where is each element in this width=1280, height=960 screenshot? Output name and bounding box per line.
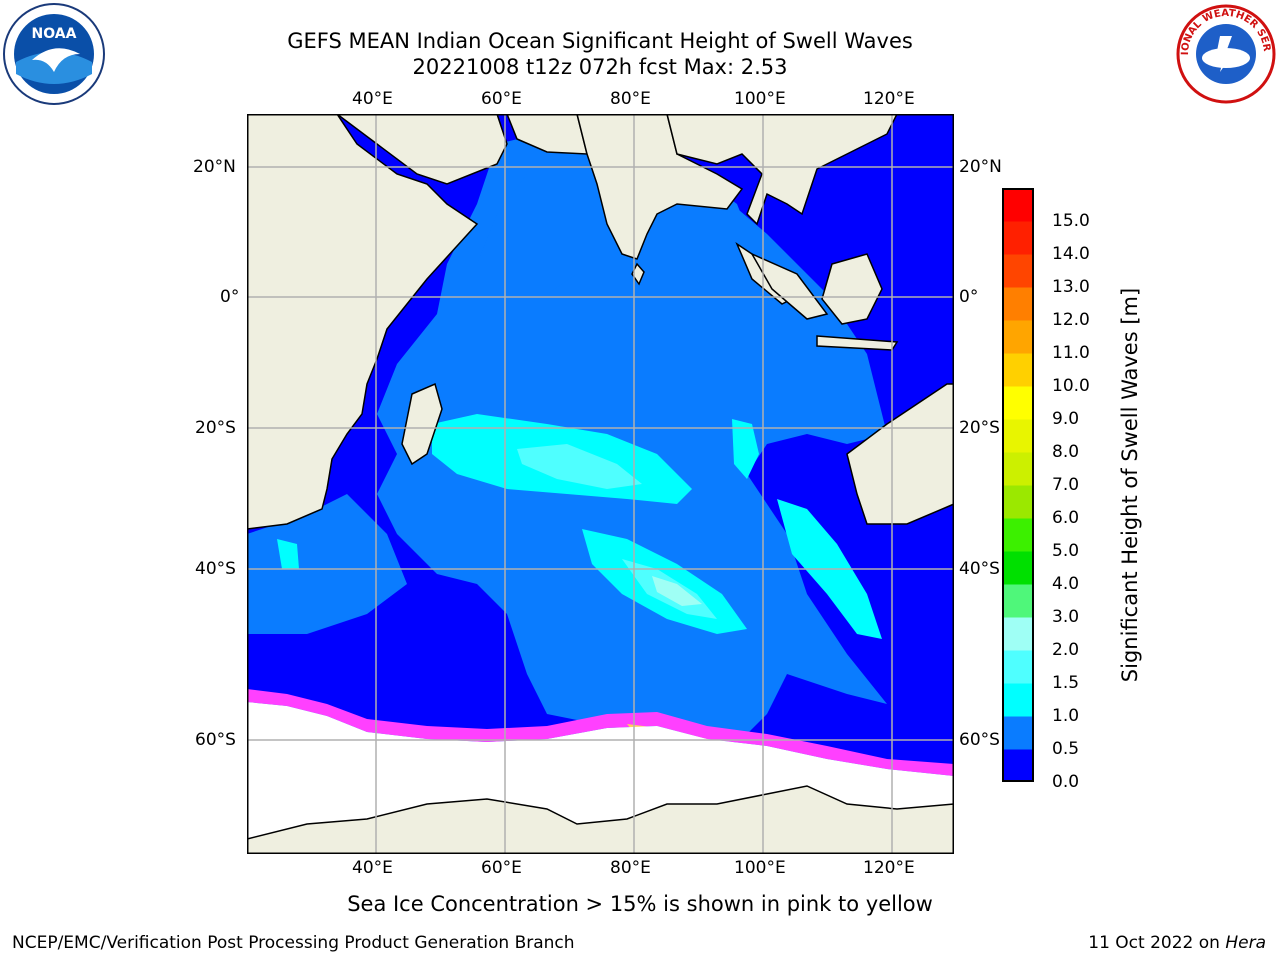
footer-host: Hera bbox=[1225, 933, 1266, 953]
bottom-tick-100e: 100°E bbox=[734, 858, 786, 878]
colorbar-tick-label: 4.0 bbox=[1052, 574, 1080, 594]
swell-band-1-5 bbox=[517, 444, 642, 489]
land-sumatra bbox=[750, 252, 829, 320]
colorbar bbox=[1002, 188, 1034, 782]
colorbar-tick-label: 12.0 bbox=[1052, 310, 1090, 330]
sea-ice-edge bbox=[247, 689, 954, 776]
colorbar-segment bbox=[1002, 518, 1034, 552]
colorbar-segment bbox=[1002, 551, 1034, 585]
colorbar-tick-label: 3.0 bbox=[1052, 607, 1080, 627]
land-arabia-africa bbox=[247, 114, 479, 530]
colorbar-tick-label: 11.0 bbox=[1052, 343, 1090, 363]
gridlines bbox=[247, 114, 954, 854]
right-tick-40s: 40°S bbox=[959, 559, 1000, 579]
left-tick-0: 0° bbox=[220, 287, 240, 307]
colorbar-segment bbox=[1002, 320, 1034, 354]
land-madagascar bbox=[401, 382, 443, 466]
top-tick-80e: 80°E bbox=[610, 89, 651, 109]
colorbar-segment bbox=[1002, 452, 1034, 486]
colorbar-tick-label: 0.5 bbox=[1052, 739, 1080, 759]
left-tick-60s: 60°S bbox=[195, 730, 236, 750]
colorbar-segment bbox=[1002, 650, 1034, 684]
footer-date: 11 Oct 2022 on Hera bbox=[1088, 933, 1266, 953]
swell-band-0-5-west bbox=[247, 494, 407, 634]
right-tick-60s: 60°S bbox=[959, 730, 1000, 750]
land-indochina bbox=[666, 114, 898, 226]
colorbar-tick-label: 2.0 bbox=[1052, 640, 1080, 660]
chart-title: GEFS MEAN Indian Ocean Significant Heigh… bbox=[287, 29, 913, 53]
right-tick-0: 0° bbox=[959, 287, 979, 307]
left-tick-40s: 40°S bbox=[195, 559, 236, 579]
colorbar-segment bbox=[1002, 419, 1034, 453]
top-tick-100e: 100°E bbox=[734, 89, 786, 109]
colorbar-segment bbox=[1002, 749, 1034, 782]
bottom-tick-60e: 60°E bbox=[481, 858, 522, 878]
top-tick-40e: 40°E bbox=[352, 89, 393, 109]
colorbar-segment bbox=[1002, 254, 1034, 288]
national-weather-service-logo-icon: NATIONAL WEATHER SERVICE bbox=[1174, 2, 1276, 104]
right-tick-20s: 20°S bbox=[959, 418, 1000, 438]
swell-band-0-5-arabian bbox=[477, 154, 597, 294]
colorbar-segment bbox=[1002, 386, 1034, 420]
colorbar-tick-label: 13.0 bbox=[1052, 277, 1090, 297]
swell-band-1-0-d bbox=[732, 419, 759, 479]
right-tick-20n: 20°N bbox=[959, 157, 1002, 177]
noaa-logo-icon: NOAA bbox=[3, 3, 105, 105]
footer-credit: NCEP/EMC/Verification Post Processing Pr… bbox=[12, 933, 575, 953]
land-india bbox=[576, 114, 744, 260]
colorbar-tick-label: 15.0 bbox=[1052, 211, 1090, 231]
colorbar-segment bbox=[1002, 353, 1034, 387]
top-tick-60e: 60°E bbox=[481, 89, 522, 109]
land-antarctica bbox=[247, 785, 954, 854]
swell-band-2-0 bbox=[652, 576, 702, 606]
colorbar-tick-label: 1.0 bbox=[1052, 706, 1080, 726]
colorbar-frame bbox=[1002, 188, 1034, 782]
colorbar-tick-label: 6.0 bbox=[1052, 508, 1080, 528]
land-iran bbox=[506, 114, 588, 155]
colorbar-segment bbox=[1002, 683, 1034, 717]
colorbar-label: Significant Height of Swell Waves [m] bbox=[1118, 287, 1142, 683]
colorbar-tick-label: 10.0 bbox=[1052, 376, 1090, 396]
colorbar-tick-label: 1.5 bbox=[1052, 673, 1080, 693]
landmasses bbox=[247, 114, 954, 854]
colorbar-tick-label: 14.0 bbox=[1052, 244, 1090, 264]
colorbar-segment bbox=[1002, 221, 1034, 255]
colorbar-tick-label: 5.0 bbox=[1052, 541, 1080, 561]
colorbar-tick-label: 7.0 bbox=[1052, 475, 1080, 495]
swell-wave-map bbox=[247, 114, 954, 854]
bottom-tick-120e: 120°E bbox=[863, 858, 915, 878]
swell-band-1-0-e bbox=[277, 539, 299, 569]
land-borneo bbox=[821, 253, 883, 325]
land-australia bbox=[846, 383, 954, 525]
colorbar-tick-label: 8.0 bbox=[1052, 442, 1080, 462]
map-frame bbox=[247, 114, 954, 854]
bottom-tick-40e: 40°E bbox=[352, 858, 393, 878]
chart-subtitle: 20221008 t12z 072h fcst Max: 2.53 bbox=[412, 55, 788, 79]
colorbar-tick-label: 0.0 bbox=[1052, 772, 1080, 792]
colorbar-segment bbox=[1002, 188, 1034, 222]
bottom-tick-80e: 80°E bbox=[610, 858, 651, 878]
colorbar-segment bbox=[1002, 287, 1034, 321]
sea-ice-note: Sea Ice Concentration > 15% is shown in … bbox=[347, 892, 933, 916]
noaa-logo-text: NOAA bbox=[32, 26, 77, 42]
colorbar-segment bbox=[1002, 617, 1034, 651]
colorbar-segment bbox=[1002, 485, 1034, 519]
colorbar-segment bbox=[1002, 584, 1034, 618]
left-tick-20s: 20°S bbox=[195, 418, 236, 438]
colorbar-tick-label: 9.0 bbox=[1052, 409, 1080, 429]
footer-date-text: 11 Oct 2022 on bbox=[1088, 933, 1226, 953]
left-tick-20n: 20°N bbox=[193, 157, 236, 177]
colorbar-segment bbox=[1002, 716, 1034, 750]
top-tick-120e: 120°E bbox=[863, 89, 915, 109]
